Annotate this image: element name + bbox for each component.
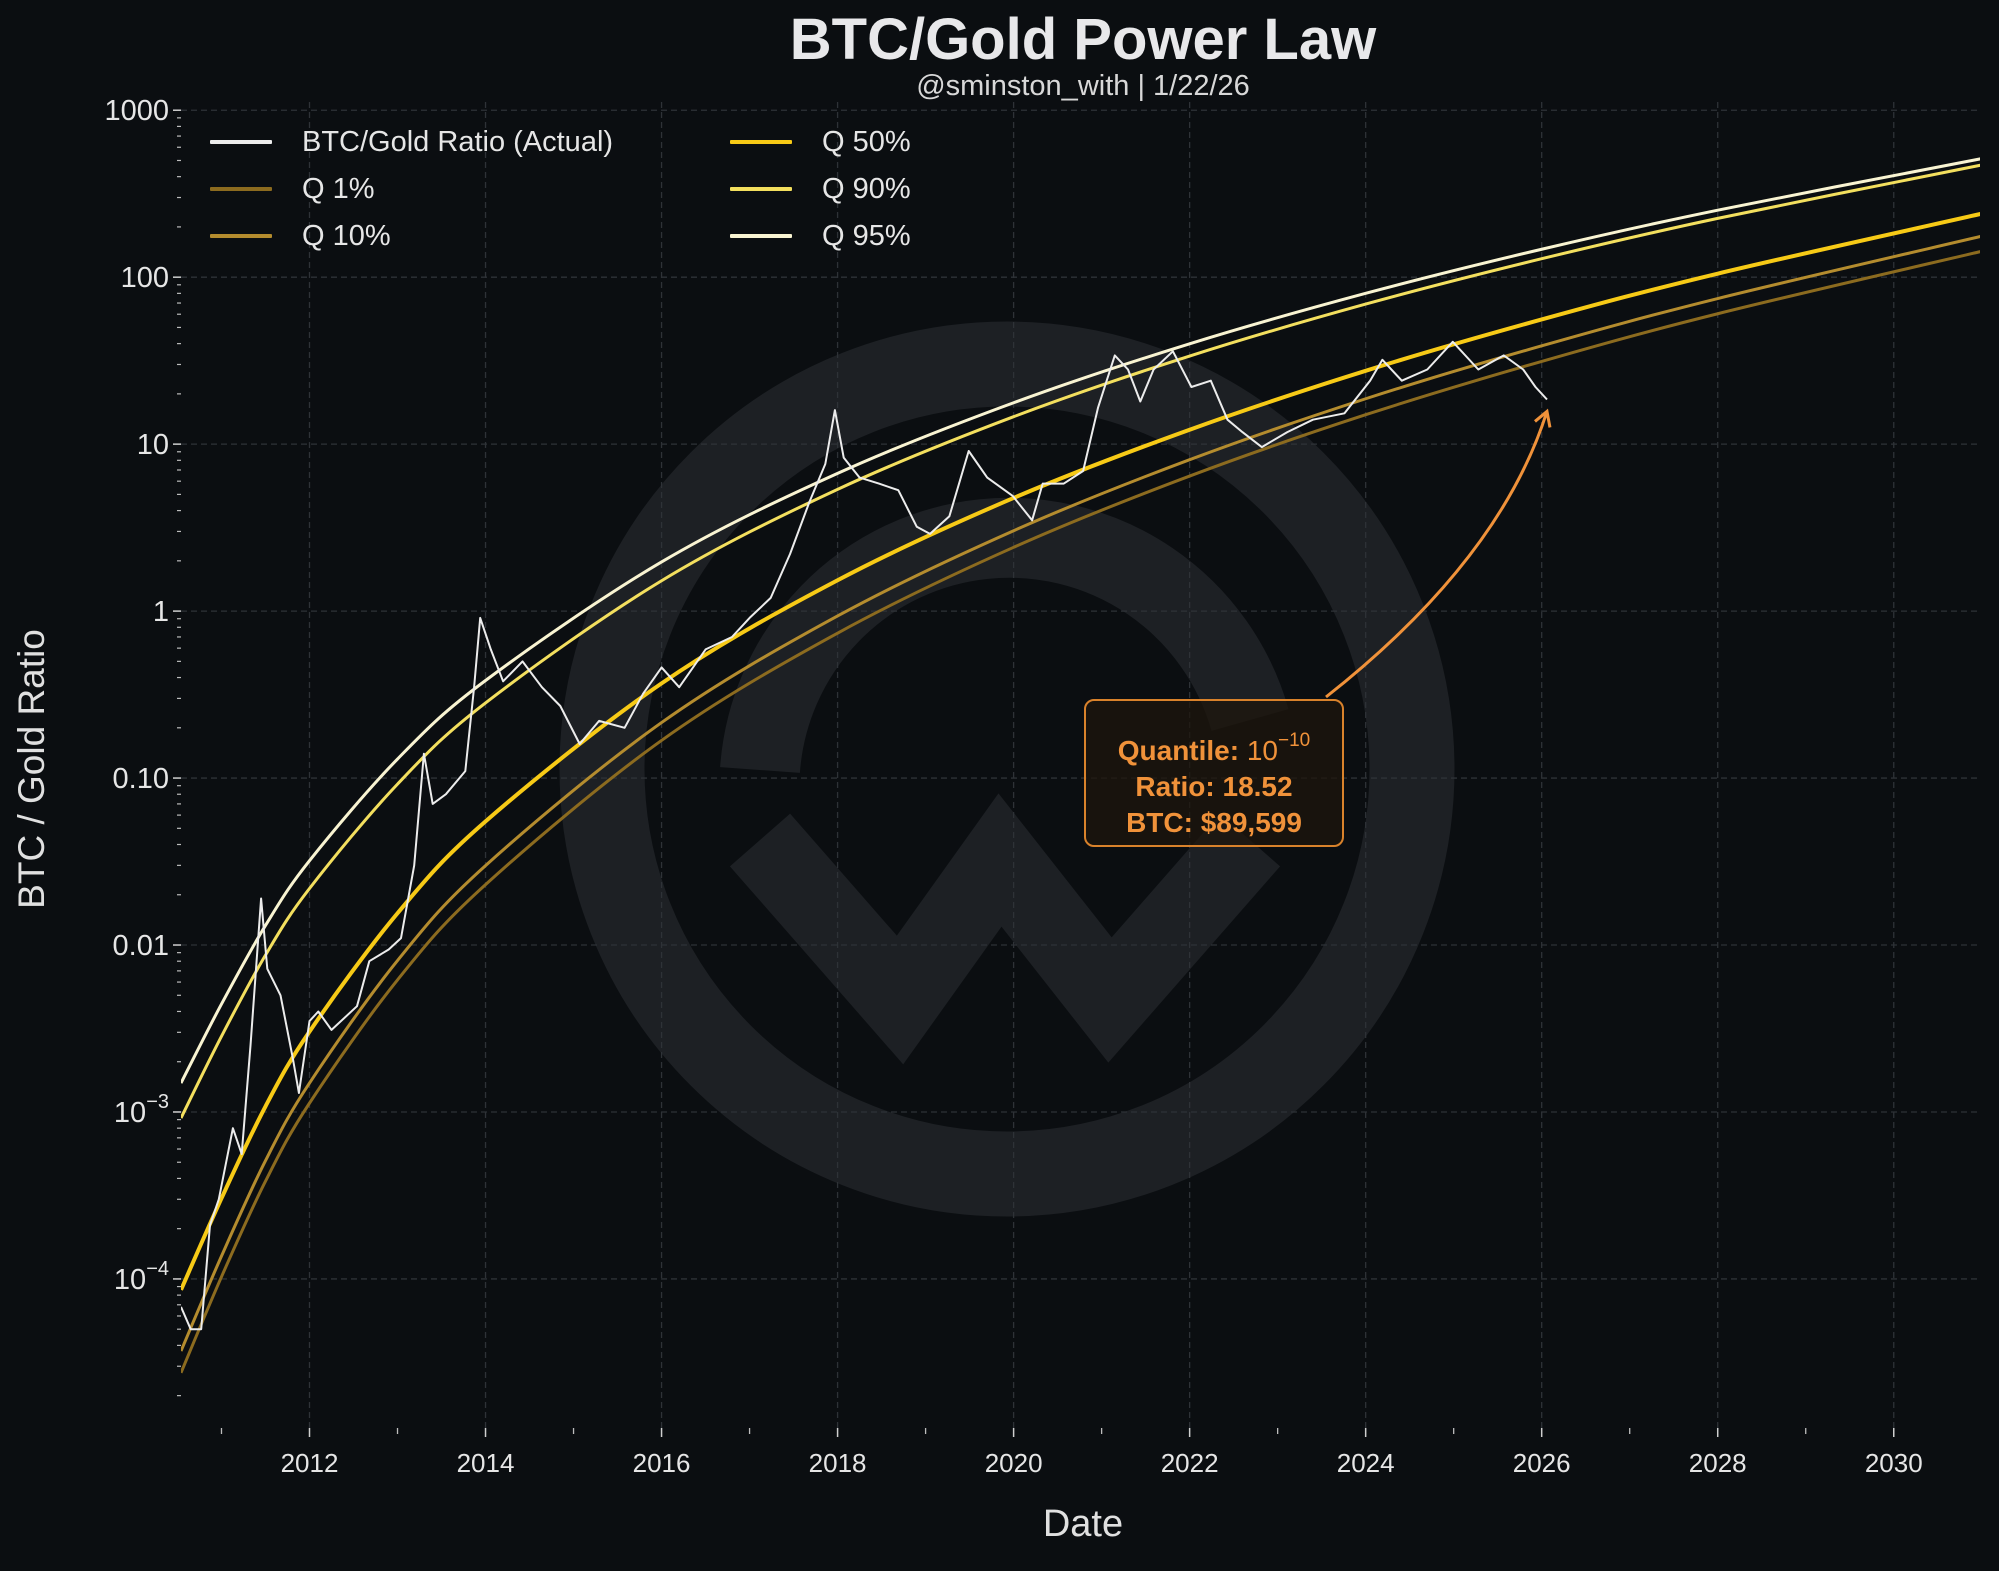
legend: BTC/Gold Ratio (Actual) Q 50% Q 1% Q 90% Q 1… <box>210 124 970 254</box>
legend-label: Q 1% <box>302 172 375 205</box>
x-tick-label: 2026 <box>1513 1448 1571 1478</box>
annotation-quantile-label: Quantile: <box>1117 735 1240 766</box>
annotation-quantile-exp: −10 <box>1278 730 1311 751</box>
y-tick-label: 0.10 <box>113 763 169 795</box>
y-tick-label: 100 <box>121 262 169 294</box>
legend-swatch <box>210 187 272 191</box>
x-tick-label: 2016 <box>633 1448 691 1478</box>
annotation-arrowhead <box>1534 408 1552 428</box>
legend-swatch <box>730 187 792 191</box>
series-line-10pct <box>181 235 1980 1352</box>
y-tick-label: 10−3 <box>114 1091 169 1129</box>
legend-item: BTC/Gold Ratio (Actual) <box>210 124 730 160</box>
legend-item: Q 10% <box>210 218 730 254</box>
legend-label: Q 10% <box>302 219 391 252</box>
annotation-btc: BTC: $89,599 <box>1126 807 1302 838</box>
y-tick-label: 10 <box>137 429 169 461</box>
legend-label: Q 95% <box>822 219 911 252</box>
legend-item: Q 50% <box>730 124 970 160</box>
series-line-95pct <box>181 157 1980 1084</box>
annotation-box: Quantile: 10−10 Ratio: 18.52 BTC: $89,59… <box>1084 699 1344 847</box>
y-tick-label-exponent: −3 <box>146 1091 169 1113</box>
legend-label: BTC/Gold Ratio (Actual) <box>302 125 614 158</box>
legend-swatch <box>210 234 272 238</box>
legend-label: Q 90% <box>822 172 911 205</box>
watermark-arc <box>720 497 1289 774</box>
x-tick-label: 2018 <box>809 1448 867 1478</box>
x-tick-label: 2028 <box>1689 1448 1747 1478</box>
series-line-50pct <box>181 212 1980 1291</box>
x-axis-label: Date <box>1042 1503 1124 1545</box>
watermark-chevron <box>729 793 1281 1065</box>
x-tick-label: 2022 <box>1161 1448 1219 1478</box>
legend-item: Q 95% <box>730 218 970 254</box>
series-line-1pct <box>181 250 1980 1374</box>
y-tick-label-base: 10 <box>114 1097 146 1129</box>
legend-label: Q 50% <box>822 125 911 158</box>
annotation-quantile-base: 10 <box>1246 735 1279 766</box>
legend-item: Q 1% <box>210 171 730 207</box>
chart-subtitle: @sminston_with | 1/22/26 <box>916 70 1250 102</box>
x-tick-label: 2024 <box>1337 1448 1395 1478</box>
grid <box>181 102 1980 1428</box>
x-tick-label: 2014 <box>457 1448 515 1478</box>
y-tick-label: 0.01 <box>113 930 169 962</box>
x-tick-label: 2020 <box>985 1448 1043 1478</box>
y-tick-label-base: 10 <box>114 1264 146 1296</box>
chart-title: BTC/Gold Power Law <box>789 7 1377 72</box>
y-tick-label-exponent: −4 <box>146 1258 169 1280</box>
y-tick-label: 1 <box>153 596 169 628</box>
series-group <box>181 157 1980 1374</box>
legend-item: Q 90% <box>730 171 970 207</box>
legend-swatch <box>730 234 792 238</box>
y-tick-label: 10−4 <box>114 1258 169 1296</box>
series-line-actual <box>181 340 1548 1331</box>
series-line-90pct <box>181 163 1980 1119</box>
annotation-ratio: Ratio: 18.52 <box>1135 771 1293 802</box>
y-axis-label: BTC / Gold Ratio <box>11 629 52 909</box>
y-tick-label: 1000 <box>104 95 169 127</box>
x-tick-label: 2030 <box>1865 1448 1923 1478</box>
x-tick-label: 2012 <box>281 1448 339 1478</box>
annotation-arrow <box>1325 411 1549 699</box>
legend-swatch <box>730 140 792 144</box>
annotation-quantile: Quantile: 10−10 <box>1086 723 1342 769</box>
legend-swatch <box>210 140 272 144</box>
